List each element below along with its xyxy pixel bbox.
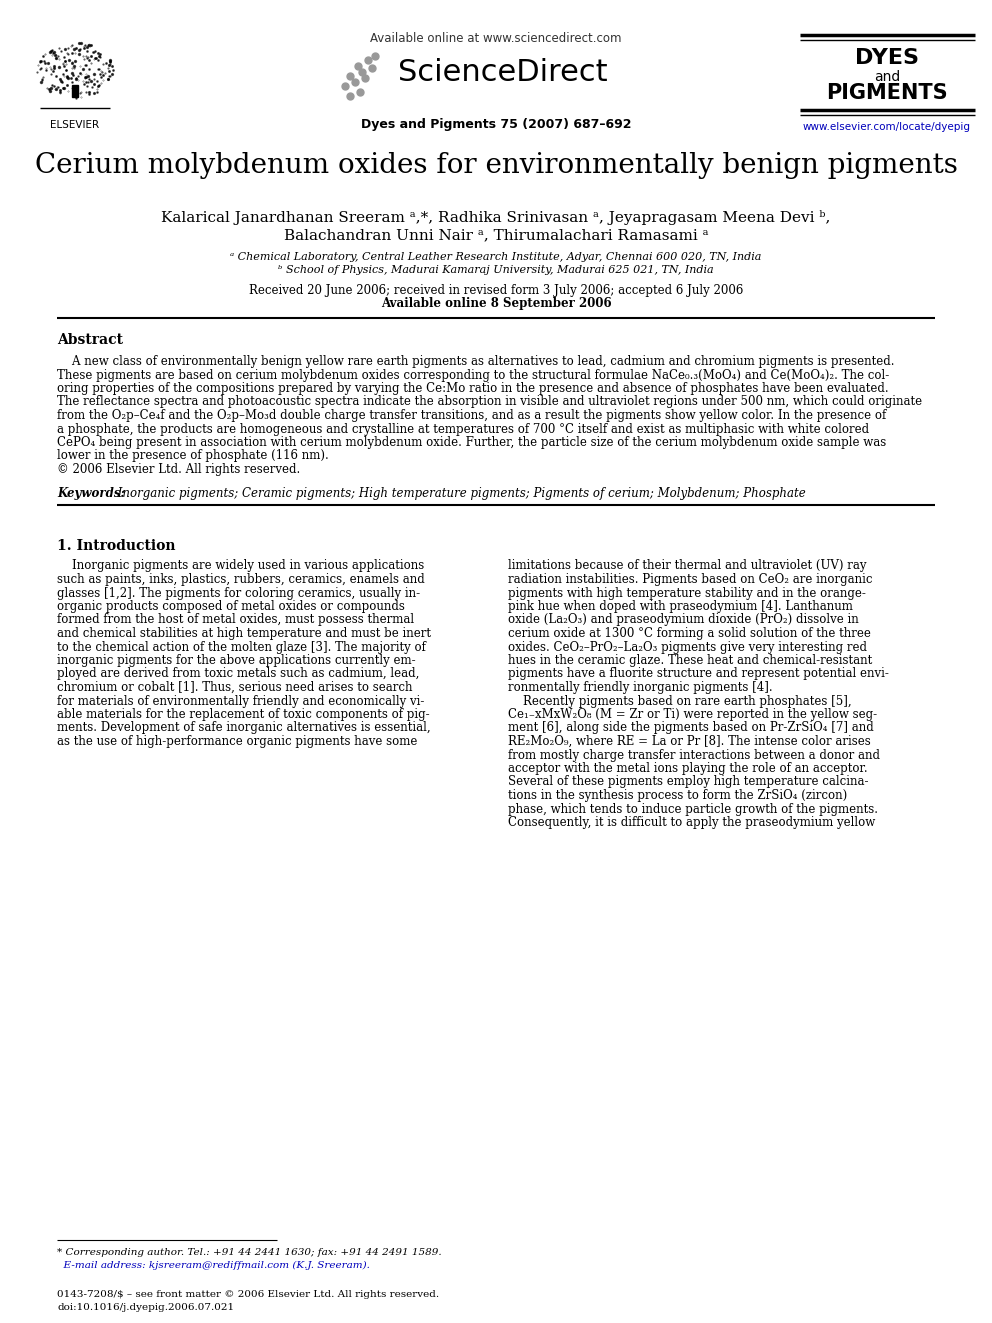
- Text: Abstract: Abstract: [57, 333, 123, 347]
- Text: Kalarical Janardhanan Sreeram ᵃ,*, Radhika Srinivasan ᵃ, Jeyapragasam Meena Devi: Kalarical Janardhanan Sreeram ᵃ,*, Radhi…: [162, 210, 830, 225]
- Text: Available online 8 September 2006: Available online 8 September 2006: [381, 296, 611, 310]
- Text: E-mail address: kjsreeram@rediffmail.com (K.J. Sreeram).: E-mail address: kjsreeram@rediffmail.com…: [57, 1261, 370, 1270]
- Text: acceptor with the metal ions playing the role of an acceptor.: acceptor with the metal ions playing the…: [508, 762, 868, 775]
- Text: Several of these pigments employ high temperature calcina-: Several of these pigments employ high te…: [508, 775, 869, 789]
- Text: to the chemical action of the molten glaze [3]. The majority of: to the chemical action of the molten gla…: [57, 640, 426, 654]
- Text: ment [6], along side the pigments based on Pr-ZrSiO₄ [7] and: ment [6], along side the pigments based …: [508, 721, 874, 734]
- Text: from mostly charge transfer interactions between a donor and: from mostly charge transfer interactions…: [508, 749, 880, 762]
- Text: tions in the synthesis process to form the ZrSiO₄ (zircon): tions in the synthesis process to form t…: [508, 789, 847, 802]
- Text: pink hue when doped with praseodymium [4]. Lanthanum: pink hue when doped with praseodymium [4…: [508, 601, 853, 613]
- Text: oxide (La₂O₃) and praseodymium dioxide (PrO₂) dissolve in: oxide (La₂O₃) and praseodymium dioxide (…: [508, 614, 859, 627]
- Text: ScienceDirect: ScienceDirect: [398, 58, 608, 87]
- Text: Keywords:: Keywords:: [57, 487, 125, 500]
- Text: Consequently, it is difficult to apply the praseodymium yellow: Consequently, it is difficult to apply t…: [508, 816, 875, 830]
- Text: and: and: [874, 70, 900, 83]
- Text: oring properties of the compositions prepared by varying the Ce:Mo ratio in the : oring properties of the compositions pre…: [57, 382, 889, 396]
- Text: ᵇ School of Physics, Madurai Kamaraj University, Madurai 625 021, TN, India: ᵇ School of Physics, Madurai Kamaraj Uni…: [278, 265, 714, 275]
- Text: from the O₂p–Ce₄f and the O₂p–Mo₃d double charge transfer transitions, and as a : from the O₂p–Ce₄f and the O₂p–Mo₃d doubl…: [57, 409, 886, 422]
- Text: Dyes and Pigments 75 (2007) 687–692: Dyes and Pigments 75 (2007) 687–692: [361, 118, 631, 131]
- Text: for materials of environmentally friendly and economically vi-: for materials of environmentally friendl…: [57, 695, 425, 708]
- Text: organic products composed of metal oxides or compounds: organic products composed of metal oxide…: [57, 601, 405, 613]
- Text: pigments with high temperature stability and in the orange-: pigments with high temperature stability…: [508, 586, 866, 599]
- Text: CePO₄ being present in association with cerium molybdenum oxide. Further, the pa: CePO₄ being present in association with …: [57, 437, 886, 448]
- Text: Ce₁₋xMxW₂O₈ (M = Zr or Ti) were reported in the yellow seg-: Ce₁₋xMxW₂O₈ (M = Zr or Ti) were reported…: [508, 708, 877, 721]
- Text: glasses [1,2]. The pigments for coloring ceramics, usually in-: glasses [1,2]. The pigments for coloring…: [57, 586, 421, 599]
- Text: ronmentally friendly inorganic pigments [4].: ronmentally friendly inorganic pigments …: [508, 681, 773, 695]
- Text: The reflectance spectra and photoacoustic spectra indicate the absorption in vis: The reflectance spectra and photoacousti…: [57, 396, 923, 409]
- Text: phase, which tends to induce particle growth of the pigments.: phase, which tends to induce particle gr…: [508, 803, 878, 815]
- Text: chromium or cobalt [1]. Thus, serious need arises to search: chromium or cobalt [1]. Thus, serious ne…: [57, 681, 413, 695]
- Text: able materials for the replacement of toxic components of pig-: able materials for the replacement of to…: [57, 708, 430, 721]
- Text: Recently pigments based on rare earth phosphates [5],: Recently pigments based on rare earth ph…: [508, 695, 851, 708]
- Text: Cerium molybdenum oxides for environmentally benign pigments: Cerium molybdenum oxides for environment…: [35, 152, 957, 179]
- Bar: [72, 85, 78, 97]
- Text: ployed are derived from toxic metals such as cadmium, lead,: ployed are derived from toxic metals suc…: [57, 668, 420, 680]
- Text: Inorganic pigments; Ceramic pigments; High temperature pigments; Pigments of cer: Inorganic pigments; Ceramic pigments; Hi…: [114, 487, 806, 500]
- Text: DYES: DYES: [855, 48, 919, 67]
- Text: as the use of high-performance organic pigments have some: as the use of high-performance organic p…: [57, 736, 418, 747]
- Text: www.elsevier.com/locate/dyepig: www.elsevier.com/locate/dyepig: [803, 122, 971, 132]
- Text: such as paints, inks, plastics, rubbers, ceramics, enamels and: such as paints, inks, plastics, rubbers,…: [57, 573, 425, 586]
- Text: lower in the presence of phosphate (116 nm).: lower in the presence of phosphate (116 …: [57, 450, 328, 463]
- Text: radiation instabilities. Pigments based on CeO₂ are inorganic: radiation instabilities. Pigments based …: [508, 573, 873, 586]
- Text: Available online at www.sciencedirect.com: Available online at www.sciencedirect.co…: [370, 32, 622, 45]
- Text: A new class of environmentally benign yellow rare earth pigments as alternatives: A new class of environmentally benign ye…: [57, 355, 895, 368]
- Text: ELSEVIER: ELSEVIER: [51, 120, 99, 130]
- Text: ments. Development of safe inorganic alternatives is essential,: ments. Development of safe inorganic alt…: [57, 721, 431, 734]
- Text: Received 20 June 2006; received in revised form 3 July 2006; accepted 6 July 200: Received 20 June 2006; received in revis…: [249, 284, 743, 296]
- Text: PIGMENTS: PIGMENTS: [826, 83, 947, 103]
- Text: hues in the ceramic glaze. These heat and chemical-resistant: hues in the ceramic glaze. These heat an…: [508, 654, 872, 667]
- Text: These pigments are based on cerium molybdenum oxides corresponding to the struct: These pigments are based on cerium molyb…: [57, 369, 889, 381]
- Text: ᵃ Chemical Laboratory, Central Leather Research Institute, Adyar, Chennai 600 02: ᵃ Chemical Laboratory, Central Leather R…: [230, 251, 762, 262]
- Text: inorganic pigments for the above applications currently em-: inorganic pigments for the above applica…: [57, 654, 416, 667]
- Text: * Corresponding author. Tel.: +91 44 2441 1630; fax: +91 44 2491 1589.: * Corresponding author. Tel.: +91 44 244…: [57, 1248, 441, 1257]
- Text: doi:10.1016/j.dyepig.2006.07.021: doi:10.1016/j.dyepig.2006.07.021: [57, 1303, 234, 1312]
- Text: 1. Introduction: 1. Introduction: [57, 540, 176, 553]
- Text: Balachandran Unni Nair ᵃ, Thirumalachari Ramasami ᵃ: Balachandran Unni Nair ᵃ, Thirumalachari…: [284, 228, 708, 242]
- Text: and chemical stabilities at high temperature and must be inert: and chemical stabilities at high tempera…: [57, 627, 431, 640]
- Text: RE₂Mo₂O₉, where RE = La or Pr [8]. The intense color arises: RE₂Mo₂O₉, where RE = La or Pr [8]. The i…: [508, 736, 871, 747]
- Text: a phosphate, the products are homogeneous and crystalline at temperatures of 700: a phosphate, the products are homogeneou…: [57, 422, 869, 435]
- Text: pigments have a fluorite structure and represent potential envi-: pigments have a fluorite structure and r…: [508, 668, 889, 680]
- Text: Inorganic pigments are widely used in various applications: Inorganic pigments are widely used in va…: [57, 560, 425, 573]
- Text: limitations because of their thermal and ultraviolet (UV) ray: limitations because of their thermal and…: [508, 560, 866, 573]
- Text: 0143-7208/$ – see front matter © 2006 Elsevier Ltd. All rights reserved.: 0143-7208/$ – see front matter © 2006 El…: [57, 1290, 439, 1299]
- Text: formed from the host of metal oxides, must possess thermal: formed from the host of metal oxides, mu…: [57, 614, 414, 627]
- Text: © 2006 Elsevier Ltd. All rights reserved.: © 2006 Elsevier Ltd. All rights reserved…: [57, 463, 301, 476]
- Text: oxides. CeO₂–PrO₂–La₂O₃ pigments give very interesting red: oxides. CeO₂–PrO₂–La₂O₃ pigments give ve…: [508, 640, 867, 654]
- Text: cerium oxide at 1300 °C forming a solid solution of the three: cerium oxide at 1300 °C forming a solid …: [508, 627, 871, 640]
